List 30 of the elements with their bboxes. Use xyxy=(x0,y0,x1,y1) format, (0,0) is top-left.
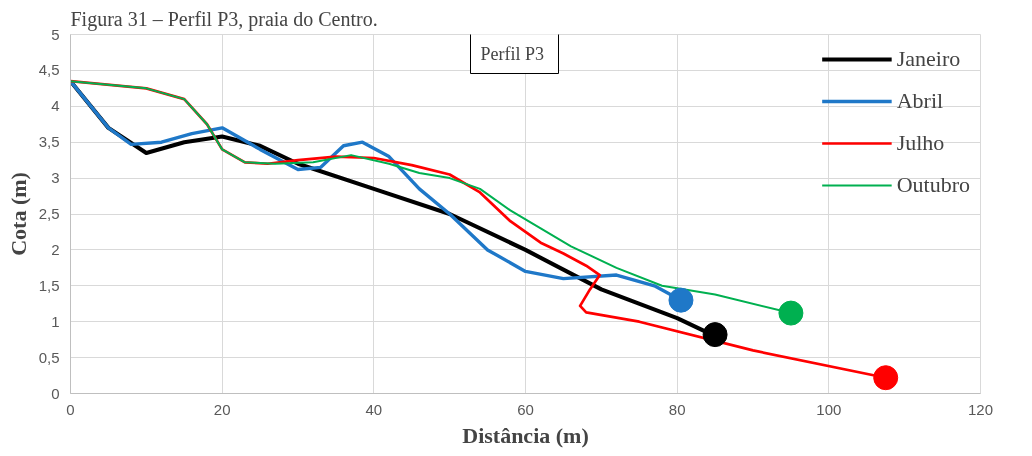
y-tick-label: 0 xyxy=(51,384,60,402)
point xyxy=(873,365,899,391)
y-tick-label: 2,5 xyxy=(38,205,60,222)
x-tick-label: 0 xyxy=(66,400,75,418)
y-tick-label: 4,5 xyxy=(38,61,60,79)
y-tick-label: 2 xyxy=(51,240,60,258)
y-axis-title: Cota (m) xyxy=(5,172,31,256)
legend-label: Outubro xyxy=(896,171,970,199)
legend-label: Abril xyxy=(896,87,944,115)
y-tick-label: 1,5 xyxy=(38,276,60,294)
legend-label: Julho xyxy=(896,129,945,157)
x-tick-label: 120 xyxy=(967,400,994,418)
x-tick-label: 80 xyxy=(668,400,686,418)
x-tick-label: 100 xyxy=(816,400,842,418)
y-tick-label: 1 xyxy=(51,312,60,330)
y-tick-label: 3 xyxy=(51,169,60,187)
y-tick-label: 4 xyxy=(51,97,60,115)
x-tick-label: 20 xyxy=(213,400,231,418)
x-tick-label: 40 xyxy=(365,400,383,418)
x-tick-label: 60 xyxy=(517,400,534,418)
point xyxy=(778,300,804,326)
chart-title: Figura 31 – Perfil P3, praia do Centro. xyxy=(70,7,378,31)
y-tick-label: 5 xyxy=(51,25,60,43)
y-tick-label: 3,5 xyxy=(38,133,60,151)
annotation: Perfil P3 xyxy=(480,43,545,64)
legend-label: Janeiro xyxy=(896,45,961,73)
x-axis-title: Distância (m) xyxy=(462,422,589,448)
point xyxy=(702,322,728,348)
point xyxy=(668,287,694,313)
y-tick-label: 0,5 xyxy=(38,348,60,366)
